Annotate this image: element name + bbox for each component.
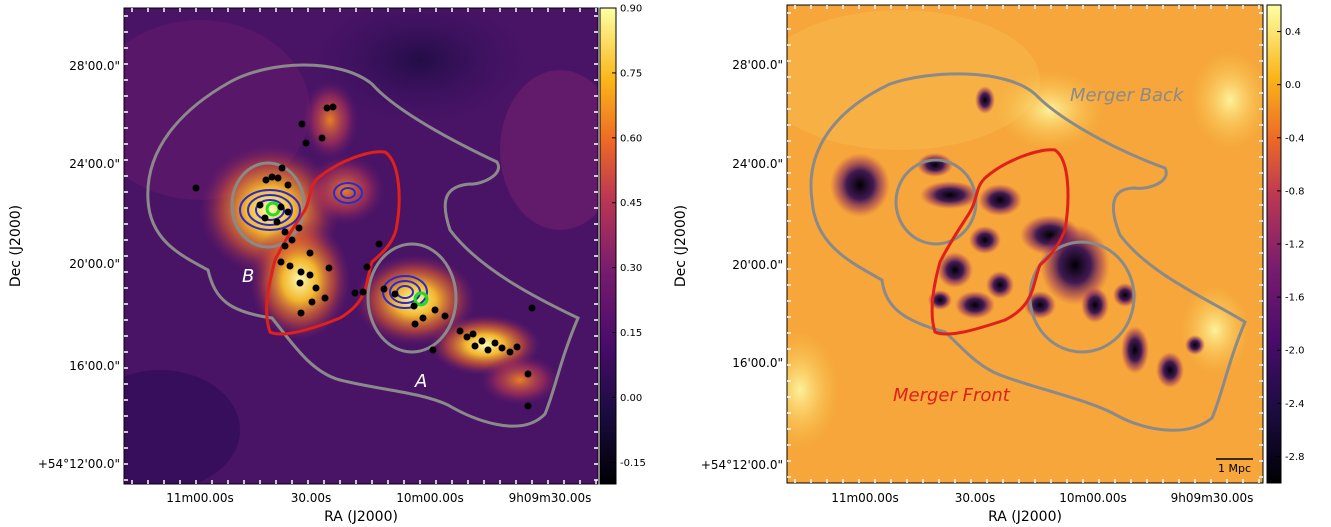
circle-B-right — [894, 158, 978, 246]
x-tick-label: 30.00s — [955, 491, 996, 505]
x-tick-label: 11m00.00s — [831, 491, 899, 505]
y-tick-label: 28'00.0" — [69, 59, 120, 73]
left-contours — [146, 63, 580, 428]
x-tick-label: 10m00.00s — [396, 491, 464, 505]
colorbar-tick-label: -0.15 — [620, 458, 646, 469]
y-tick-label: +54°12'00.0" — [38, 457, 120, 471]
y-tick-label: 16'00.0" — [69, 359, 120, 373]
y-tick-label: 24'00.0" — [69, 157, 120, 171]
label-merger-front: Merger Front — [893, 385, 1011, 406]
colorbar-tick-label: 0.00 — [620, 393, 642, 404]
label-B: B — [242, 266, 254, 287]
circle-A-left — [366, 242, 458, 354]
left-x-ticks: 11m00.00s 30.00s 10m00.00s 9h09m30.00s — [166, 491, 591, 505]
right-x-axis-title: RA (J2000) — [988, 509, 1062, 525]
right-colorbar-ticks: -2.8 -2.4 -2.0 -1.6 -1.2 -0.8 -0.4 0.0 0.4 — [1277, 27, 1305, 463]
right-y-ticks: +54°12'00.0" 16'00.0" 20'00.0" 24'00.0" 28'0… — [701, 58, 783, 472]
colorbar-tick-label: -2.0 — [1285, 346, 1305, 357]
right-frame — [786, 4, 1264, 484]
label-A: A — [414, 371, 427, 392]
right-frame-ticks — [787, 5, 1263, 483]
x-tick-label: 11m00.00s — [166, 491, 234, 505]
left-y-axis-title: Dec (J2000) — [8, 205, 24, 287]
y-tick-label: 20'00.0" — [732, 258, 783, 272]
colorbar-tick-label: 0.45 — [620, 198, 642, 209]
right-panel: Merger Back Merger Front 1 Mpc 11m00.00s… — [673, 4, 1305, 525]
outer-contour-left — [146, 63, 580, 428]
x-tick-label: 9h09m30.00s — [509, 491, 592, 505]
x-tick-label: 10m00.00s — [1059, 491, 1127, 505]
y-tick-label: 20'00.0" — [69, 257, 120, 271]
left-frame — [123, 7, 599, 485]
y-tick-label: 28'00.0" — [732, 58, 783, 72]
colorbar-tick-label: 0.60 — [620, 133, 642, 144]
left-panel: B A 11m00.00s 30.00s 10m00.00s 9h09m30.00s … — [8, 4, 646, 526]
right-contours — [809, 72, 1247, 432]
x-tick-label: 9h09m30.00s — [1171, 491, 1254, 505]
left-colorbar — [599, 7, 617, 485]
label-merger-back: Merger Back — [1070, 85, 1185, 106]
y-tick-label: 24'00.0" — [732, 157, 783, 171]
scalebar-label: 1 Mpc — [1218, 462, 1251, 475]
circle-B-left — [230, 161, 306, 249]
colorbar-tick-label: 0.4 — [1285, 27, 1301, 38]
bcg-marker-A — [413, 291, 429, 307]
colorbar-tick-label: 0.0 — [1285, 80, 1301, 91]
colorbar-tick-label: -1.6 — [1285, 293, 1305, 304]
right-heatmap — [787, 5, 1263, 483]
merger-front-left — [265, 150, 401, 336]
left-x-axis-title: RA (J2000) — [324, 509, 398, 525]
galaxy-markers — [192, 103, 536, 410]
y-tick-label: 16'00.0" — [732, 356, 783, 370]
colorbar-tick-label: -2.8 — [1285, 452, 1305, 463]
y-tick-label: +54°12'00.0" — [701, 458, 783, 472]
colorbar-tick-label: -2.4 — [1285, 399, 1305, 410]
left-frame-ticks — [124, 8, 598, 484]
colorbar-tick-label: -0.4 — [1285, 133, 1305, 144]
colorbar-tick-label: 0.90 — [620, 4, 642, 15]
colorbar-tick-label: -1.2 — [1285, 240, 1305, 251]
left-colorbar-ticks: -0.15 0.00 0.15 0.30 0.45 0.60 0.75 0.90 — [612, 4, 646, 469]
colorbar-tick-label: 0.15 — [620, 328, 642, 339]
merger-front-right — [930, 148, 1070, 336]
colorbar-tick-label: -0.8 — [1285, 186, 1305, 197]
left-heatmap — [124, 8, 598, 484]
right-y-axis-title: Dec (J2000) — [673, 205, 689, 287]
right-x-ticks: 11m00.00s 30.00s 10m00.00s 9h09m30.00s — [831, 491, 1253, 505]
x-tick-label: 30.00s — [291, 491, 332, 505]
colorbar-tick-label: 0.75 — [620, 68, 642, 79]
colorbar-tick-label: 0.30 — [620, 263, 642, 274]
left-y-ticks: +54°12'00.0" 16'00.0" 20'00.0" 24'00.0" 28'0… — [38, 59, 120, 471]
